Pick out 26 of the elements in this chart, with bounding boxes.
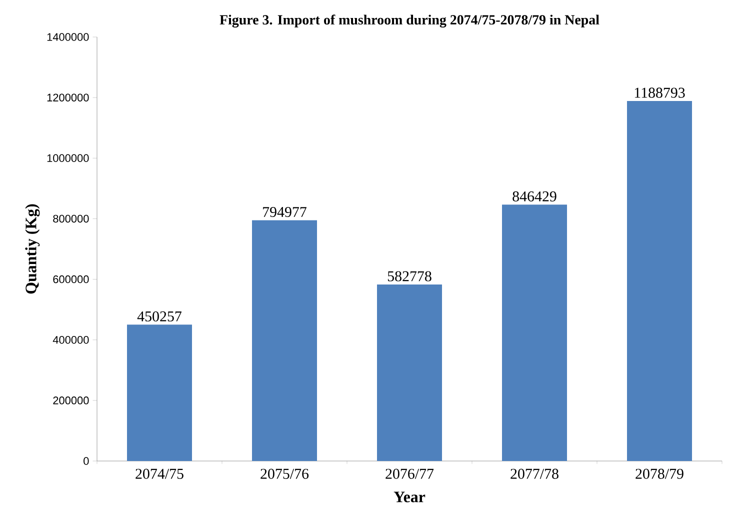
bar bbox=[627, 100, 692, 461]
x-tick-label: 2075/76 bbox=[260, 468, 309, 479]
y-tick-label: 200000 bbox=[53, 396, 89, 404]
y-tick-label: 400000 bbox=[52, 336, 89, 344]
bar bbox=[252, 220, 318, 461]
data-label: 846429 bbox=[512, 191, 556, 202]
bar bbox=[502, 204, 568, 461]
chart-title: Figure 3. Import of mushroom during 2074/75-2078/79 in Nepal bbox=[220, 14, 600, 28]
x-tick-label: 2077/78 bbox=[510, 468, 558, 479]
y-axis-title: Quantiy (Kg) bbox=[25, 204, 40, 294]
x-tick-label: 2076/77 bbox=[386, 468, 434, 479]
y-tick-label: 1200000 bbox=[47, 94, 89, 102]
y-tick-label: 1400000 bbox=[47, 33, 89, 41]
y-tick-label: 800000 bbox=[53, 214, 89, 223]
x-tick-label: 2078/79 bbox=[636, 468, 684, 479]
y-tick-label: 0 bbox=[84, 457, 89, 465]
x-axis-title: Year bbox=[394, 492, 426, 502]
bar bbox=[127, 324, 192, 461]
data-label: 1188793 bbox=[634, 88, 685, 98]
y-tick-label: 600000 bbox=[53, 275, 89, 284]
bar bbox=[377, 284, 442, 461]
x-tick-label: 2074/75 bbox=[136, 468, 184, 479]
y-tick-label: 1000000 bbox=[47, 154, 89, 162]
data-label: 450257 bbox=[137, 311, 182, 322]
data-label: 794977 bbox=[263, 206, 306, 218]
data-label: 582778 bbox=[388, 271, 432, 282]
